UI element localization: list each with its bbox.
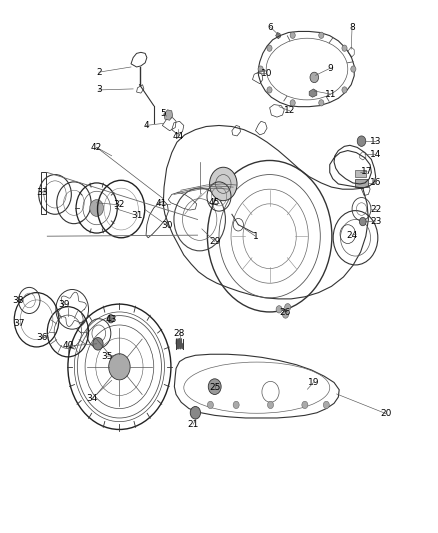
Text: 39: 39 xyxy=(59,300,70,309)
Circle shape xyxy=(258,66,263,72)
Circle shape xyxy=(357,136,366,147)
Circle shape xyxy=(208,401,213,409)
Text: 23: 23 xyxy=(370,216,381,225)
Bar xyxy=(356,179,367,187)
Text: 37: 37 xyxy=(14,319,25,328)
Circle shape xyxy=(267,87,272,93)
Circle shape xyxy=(283,311,289,318)
Text: 9: 9 xyxy=(328,63,333,72)
Polygon shape xyxy=(276,33,281,39)
Text: 12: 12 xyxy=(284,107,296,115)
Text: 5: 5 xyxy=(160,109,166,118)
Text: 19: 19 xyxy=(307,378,319,387)
Text: 24: 24 xyxy=(346,231,358,240)
Text: 4: 4 xyxy=(143,121,149,130)
Text: 16: 16 xyxy=(370,179,381,188)
Text: 43: 43 xyxy=(105,316,117,324)
Text: 40: 40 xyxy=(62,342,74,350)
Text: 31: 31 xyxy=(131,211,142,220)
Text: 41: 41 xyxy=(155,199,167,208)
Circle shape xyxy=(268,401,273,409)
Circle shape xyxy=(107,314,114,323)
Circle shape xyxy=(359,217,366,226)
Circle shape xyxy=(310,72,318,83)
Text: 28: 28 xyxy=(174,329,185,338)
Circle shape xyxy=(276,306,282,313)
Polygon shape xyxy=(164,110,173,120)
Polygon shape xyxy=(309,89,317,97)
Text: 20: 20 xyxy=(381,409,392,418)
Text: 32: 32 xyxy=(114,200,125,209)
Circle shape xyxy=(233,401,239,409)
Circle shape xyxy=(208,379,221,394)
Text: 13: 13 xyxy=(370,136,381,146)
Text: 29: 29 xyxy=(209,237,220,246)
Circle shape xyxy=(209,167,237,201)
Text: 14: 14 xyxy=(370,150,381,159)
Text: 36: 36 xyxy=(36,333,48,342)
Circle shape xyxy=(290,32,295,38)
Circle shape xyxy=(190,407,201,419)
Circle shape xyxy=(290,100,295,106)
Text: 38: 38 xyxy=(12,296,24,305)
Circle shape xyxy=(319,100,324,106)
Bar xyxy=(356,171,366,176)
Text: 6: 6 xyxy=(268,23,273,32)
Text: 2: 2 xyxy=(96,68,102,77)
Text: 30: 30 xyxy=(162,221,173,230)
Circle shape xyxy=(285,304,291,311)
Text: 8: 8 xyxy=(349,23,355,32)
Text: 22: 22 xyxy=(370,205,381,214)
Circle shape xyxy=(90,200,103,216)
Text: 1: 1 xyxy=(253,232,258,241)
Text: 17: 17 xyxy=(361,167,373,176)
Text: 3: 3 xyxy=(96,85,102,94)
Circle shape xyxy=(93,337,103,350)
Text: 34: 34 xyxy=(87,394,98,402)
Circle shape xyxy=(351,66,356,72)
Circle shape xyxy=(342,87,347,93)
Text: 44: 44 xyxy=(173,133,184,141)
Circle shape xyxy=(342,45,347,51)
Text: 10: 10 xyxy=(261,69,272,78)
Text: 35: 35 xyxy=(101,352,112,361)
Text: 25: 25 xyxy=(209,383,220,392)
Circle shape xyxy=(109,354,130,380)
Text: 21: 21 xyxy=(187,420,199,429)
Circle shape xyxy=(323,401,329,409)
Text: 26: 26 xyxy=(280,308,291,317)
Circle shape xyxy=(302,401,308,409)
Text: 42: 42 xyxy=(91,143,102,152)
Circle shape xyxy=(319,32,324,38)
Text: 33: 33 xyxy=(36,188,48,197)
Text: 45: 45 xyxy=(208,198,219,207)
Text: 11: 11 xyxy=(325,90,336,99)
Circle shape xyxy=(267,45,272,51)
